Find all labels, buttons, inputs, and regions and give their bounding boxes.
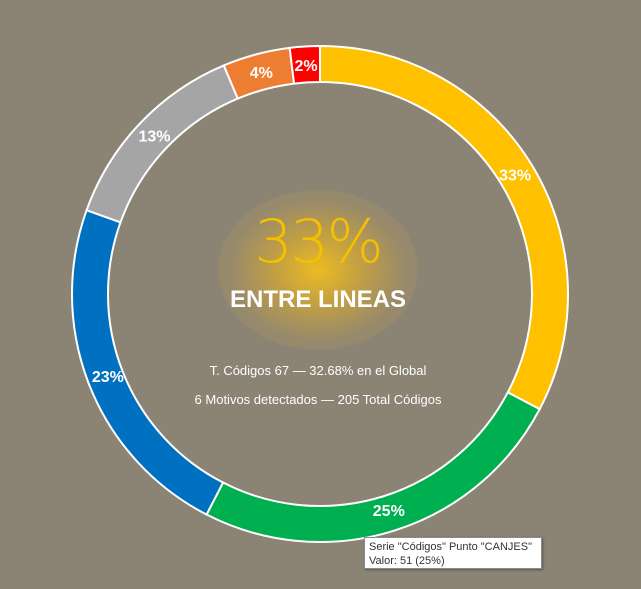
slice-percent-label-2: 25% xyxy=(373,503,405,520)
center-info-motives: 6 Motivos detectados — 205 Total Códigos xyxy=(194,392,442,407)
donut-slices xyxy=(71,44,569,543)
center-glow xyxy=(218,190,418,350)
donut-slice-6[interactable] xyxy=(288,44,321,85)
center-info-codes: T. Códigos 67 — 32.68% en el Global xyxy=(209,363,427,378)
center-title: ENTRE LINEAS xyxy=(229,286,406,313)
tooltip-value-line: Valor: 51 (25%) xyxy=(369,555,445,567)
center-percent: 33% xyxy=(254,207,383,277)
slice-percent-label-4: 13% xyxy=(138,129,170,146)
donut-labels: 33% 25% 23% 13% 4% 2% xyxy=(92,58,531,520)
slice-percent-label-1: 33% xyxy=(499,167,531,184)
tooltip-series-line: Serie "Códigos" Punto "CANJES" xyxy=(369,541,532,553)
slice-tooltip: Serie "Códigos" Punto "CANJES" Valor: 51… xyxy=(364,537,542,569)
slice-percent-label-5: 4% xyxy=(250,65,273,82)
slice-percent-label-6: 2% xyxy=(294,58,317,75)
slice-percent-label-3: 23% xyxy=(92,369,124,386)
